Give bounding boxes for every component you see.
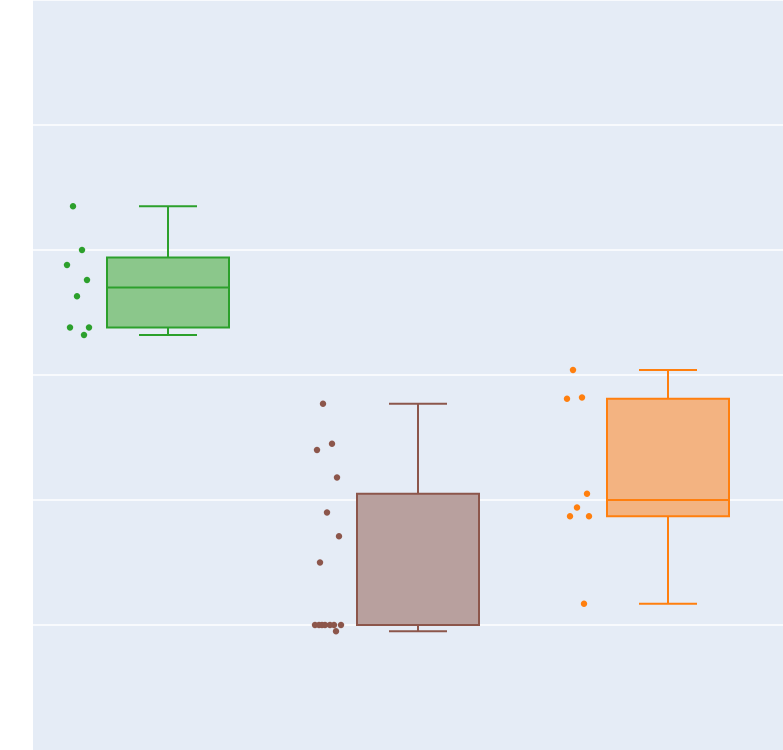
data-point xyxy=(585,513,593,520)
data-point xyxy=(326,621,334,629)
data-point xyxy=(66,324,74,331)
data-point xyxy=(333,474,341,481)
data-point xyxy=(85,324,93,331)
data-point xyxy=(83,276,91,284)
data-point xyxy=(78,246,86,254)
data-point xyxy=(63,261,71,269)
data-point xyxy=(313,446,321,454)
box-series xyxy=(311,400,480,635)
data-point xyxy=(335,533,343,540)
box-series xyxy=(63,203,230,339)
data-point xyxy=(573,504,581,511)
data-point xyxy=(319,400,327,407)
data-point xyxy=(316,559,324,566)
data-point xyxy=(583,490,591,497)
data-point xyxy=(315,621,323,629)
box-iqr xyxy=(606,397,730,518)
data-point xyxy=(73,293,81,300)
data-point xyxy=(337,621,345,629)
series-group xyxy=(63,203,730,635)
data-point xyxy=(323,509,331,516)
box-iqr xyxy=(106,256,230,329)
data-point xyxy=(578,394,586,401)
data-point xyxy=(563,395,571,402)
data-point xyxy=(569,366,577,374)
data-point xyxy=(69,203,77,210)
box-iqr xyxy=(356,492,480,626)
data-point xyxy=(566,513,574,520)
data-point xyxy=(80,331,88,339)
data-point xyxy=(580,600,588,607)
data-point xyxy=(332,628,340,635)
box-series xyxy=(563,366,730,607)
data-point xyxy=(328,440,336,447)
